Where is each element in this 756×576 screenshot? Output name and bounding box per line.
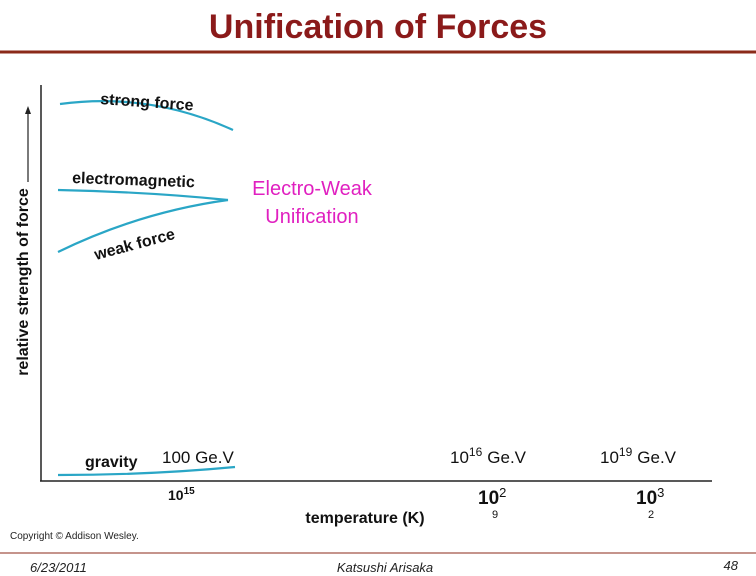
gravity-label: gravity (85, 454, 138, 471)
y-axis-label: relative strength of force (15, 188, 32, 376)
temp-label: 102 (478, 485, 506, 509)
slide-title: Unification of Forces (209, 8, 547, 46)
footer-author: Katsushi Arisaka (337, 560, 433, 575)
x-axis-label: temperature (K) (305, 510, 424, 527)
base: 10 (600, 448, 619, 467)
page-number: 48 (724, 558, 739, 573)
strong-label: strong force (100, 91, 194, 114)
arrow-head (25, 106, 31, 114)
footer-date: 6/23/2011 (30, 560, 87, 575)
exponent: 19 (619, 445, 633, 459)
base: 10 (168, 487, 184, 503)
temp-sub: 9 (492, 509, 498, 521)
exponent: 15 (184, 486, 196, 497)
copyright: Copyright © Addison Wesley. (10, 531, 139, 542)
energy-label: 1016 Ge.V (450, 445, 527, 467)
energy-label: 1019 Ge.V (600, 445, 677, 467)
base: 10 (478, 488, 499, 509)
temp-sub: 2 (648, 509, 654, 521)
em-curve (57, 188, 229, 202)
weak-curve (57, 198, 229, 253)
exponent: 2 (499, 485, 506, 500)
base: 10 (636, 488, 657, 509)
exponent: 3 (657, 485, 664, 500)
unit: Ge.V (637, 448, 676, 467)
temp-label: 1015 (168, 486, 195, 503)
unit: Ge.V (487, 448, 526, 467)
base: 10 (450, 448, 469, 467)
gravity-curve (57, 465, 236, 477)
em-label: electromagnetic (72, 170, 195, 191)
energy-label: 100 Ge.V (162, 448, 234, 467)
annotation: Electro-Weak (252, 178, 373, 200)
temp-label: 103 (636, 485, 664, 509)
exponent: 16 (469, 445, 483, 459)
strong-curve (59, 100, 234, 132)
annotation: Unification (265, 206, 358, 228)
